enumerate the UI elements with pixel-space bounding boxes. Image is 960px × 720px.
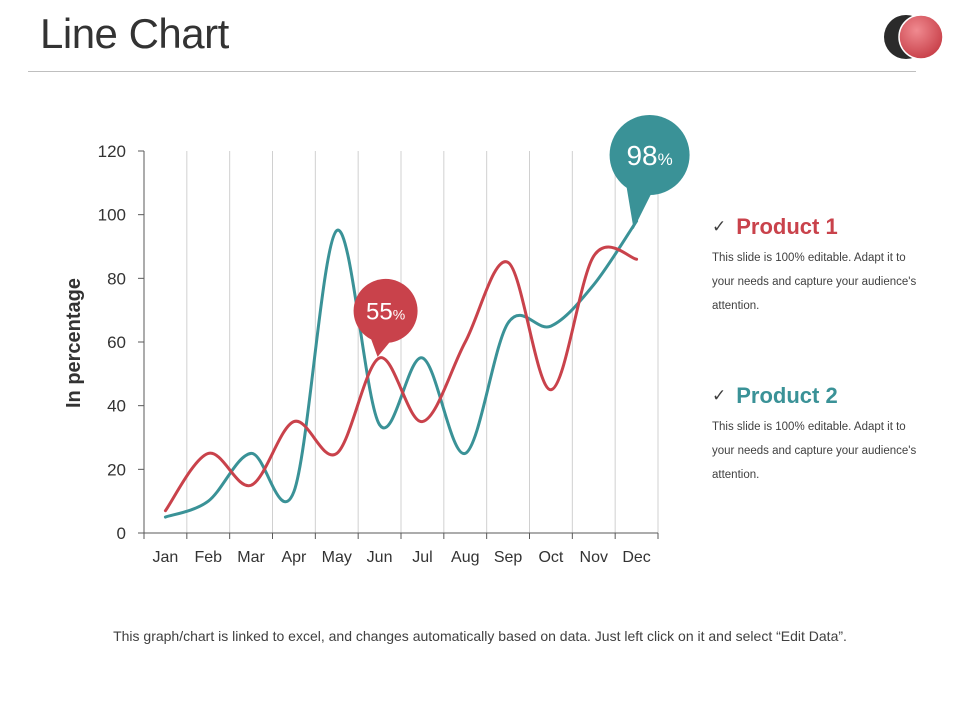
- logo-circles-icon: [884, 14, 944, 60]
- title-divider: [28, 71, 916, 72]
- y-tick-label: 40: [107, 397, 126, 416]
- x-tick-label: Mar: [237, 549, 265, 566]
- y-tick-label: 0: [117, 524, 126, 543]
- x-tick-label: Oct: [538, 549, 563, 566]
- x-tick-label: Apr: [281, 549, 307, 566]
- series-line-product-1: [163, 245, 639, 513]
- checkmark-icon: ✓: [712, 217, 727, 236]
- callout-product-1: 55%: [353, 278, 418, 357]
- series-line-product-2: [163, 219, 639, 519]
- y-tick-label: 20: [107, 460, 126, 479]
- y-axis-label: In percentage: [63, 278, 85, 408]
- x-tick-label: Aug: [451, 549, 479, 566]
- legend-name-product-2: Product 2: [736, 383, 838, 408]
- y-tick-label: 60: [107, 333, 126, 352]
- x-tick-label: Feb: [194, 549, 222, 566]
- x-tick-label: Sep: [494, 549, 523, 566]
- legend-item-product-1: ✓ Product 1 This slide is 100% editable.…: [712, 214, 932, 318]
- x-tick-label: Jan: [153, 549, 179, 566]
- legend-description-product-1: This slide is 100% editable. Adapt it to…: [712, 252, 917, 312]
- page-title: Line Chart: [40, 10, 229, 57]
- x-tick-label: May: [322, 549, 352, 566]
- x-tick-label: Dec: [622, 549, 650, 566]
- checkmark-icon: ✓: [712, 386, 727, 405]
- x-tick-label: Jul: [412, 549, 432, 566]
- y-tick-label: 120: [98, 142, 126, 161]
- x-tick-label: Jun: [367, 549, 393, 566]
- x-tick-label: Nov: [580, 549, 608, 566]
- y-tick-label: 100: [98, 206, 126, 225]
- callout-bubble: [609, 115, 690, 196]
- callout-bubble: [353, 278, 418, 343]
- callout-label: 55%: [366, 299, 405, 326]
- callout-label: 98%: [626, 140, 672, 171]
- chart-axes: 0 20 40 60 80 100 120 Jan Feb Mar Apr May Jun Jul Aug S…: [98, 142, 659, 566]
- chart-callouts: 55% 98%: [353, 115, 690, 357]
- y-tick-label: 80: [107, 269, 126, 288]
- chart-series: [163, 219, 639, 519]
- legend-name-product-1: Product 1: [736, 214, 838, 239]
- legend-description-product-2: This slide is 100% editable. Adapt it to…: [712, 421, 917, 481]
- callout-product-2: 98%: [609, 115, 690, 230]
- footnote: This graph/chart is linked to excel, and…: [113, 628, 847, 644]
- chart-gridlines: [186, 151, 659, 533]
- legend-item-product-2: ✓ Product 2 This slide is 100% editable.…: [712, 383, 932, 487]
